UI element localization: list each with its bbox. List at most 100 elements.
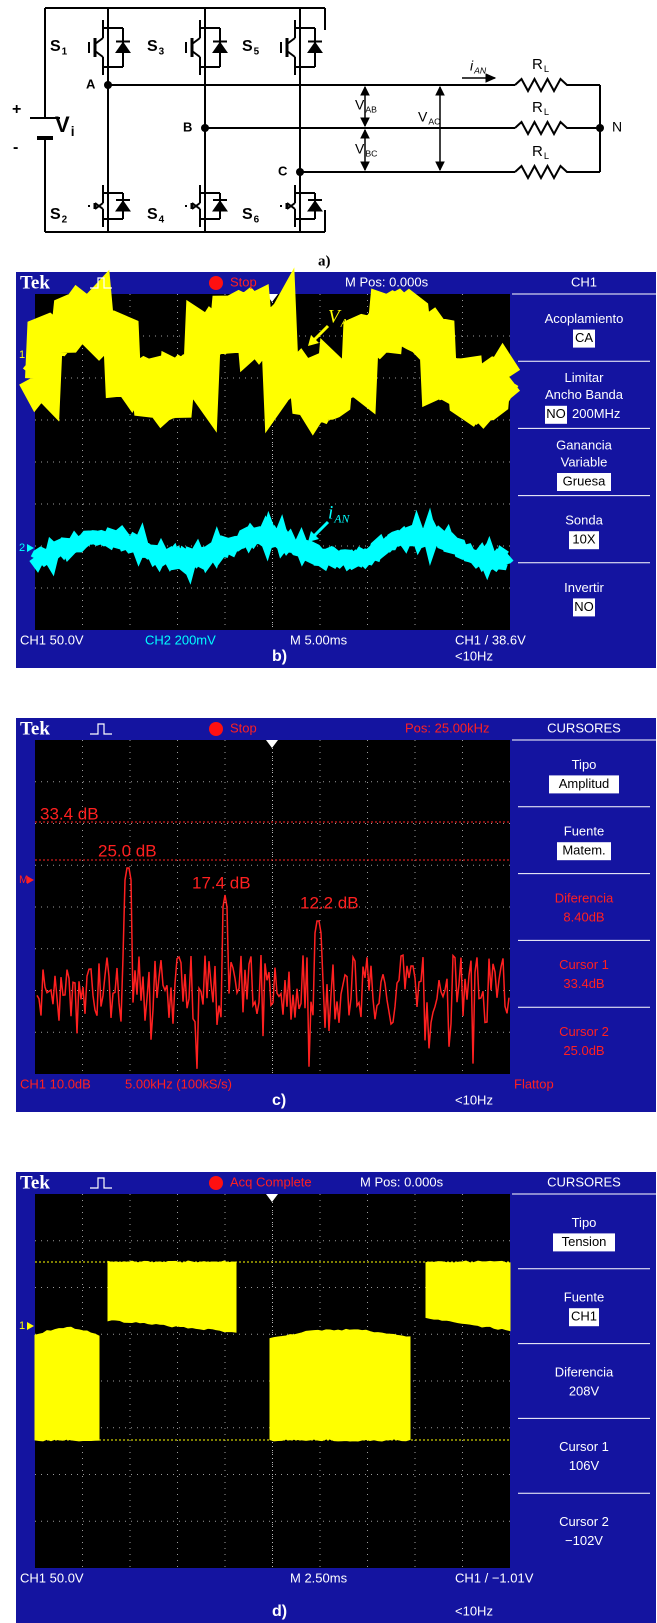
status: Stop (230, 274, 257, 289)
arrow-head (436, 87, 444, 95)
menu-label: Acoplamiento (545, 311, 624, 326)
minus-label: - (13, 139, 18, 156)
voltage-label-sub: AC (428, 116, 440, 126)
switch-label-sub: 2 (62, 214, 68, 225)
annotation: 25.0 dB (98, 841, 157, 860)
menu-value: Tension (562, 1234, 607, 1249)
menu-title: CURSORES (547, 1174, 621, 1189)
brand: Tek (20, 1172, 50, 1193)
menu-label: Ancho Banda (545, 387, 624, 402)
menu-label: Invertir (564, 580, 604, 595)
arrow-head (486, 74, 495, 82)
load-label-sub: L (544, 151, 549, 161)
diode (308, 201, 322, 211)
load-label-sub: L (544, 64, 549, 74)
switch-label: S (50, 206, 61, 223)
annotation: 17.4 dB (192, 873, 251, 892)
menu-value: 106V (569, 1458, 600, 1473)
switch-label: S (147, 38, 158, 55)
menu-value: 25.0dB (563, 1043, 604, 1058)
position: M Pos: 0.000s (345, 274, 429, 289)
status-readout: CH1 10.0dB (20, 1076, 91, 1091)
menu-label: Diferencia (555, 1364, 614, 1379)
menu-extra: 200MHz (572, 406, 620, 421)
menu-value: 8.40dB (563, 909, 604, 924)
wave-van (35, 310, 509, 402)
load-label: R (532, 143, 543, 160)
menu-value: CH1 (571, 1309, 597, 1324)
switch-label-sub: 3 (159, 46, 165, 57)
status-readout: Flattop (514, 1076, 554, 1091)
menu-value: −102V (565, 1533, 603, 1548)
menu-value: Amplitud (559, 776, 610, 791)
menu-value: CA (575, 330, 593, 345)
status-readout: CH1 50.0V (20, 1570, 84, 1585)
run-indicator (209, 1176, 223, 1190)
menu-title: CURSORES (547, 720, 621, 735)
status: Stop (230, 720, 257, 735)
node-label: A (86, 76, 96, 91)
switch-label-sub: 5 (254, 46, 260, 57)
page: {"circuit": { "switches": [{"main": "S",… (0, 0, 657, 1623)
menu-value: NO (574, 599, 594, 614)
menu-label: Cursor 2 (559, 1514, 609, 1529)
scope-screen (35, 740, 510, 1074)
menu-label: Fuente (564, 824, 604, 839)
wave-square (35, 1327, 99, 1441)
menu-value: NO (546, 406, 566, 421)
diode (213, 43, 227, 53)
arrow-head (361, 162, 369, 170)
status-readout: CH1 / 38.6V (455, 632, 526, 647)
menu-value: Matem. (562, 843, 605, 858)
plus-label: + (12, 101, 21, 118)
voltage-label: V (418, 109, 428, 125)
wave-square (270, 1329, 410, 1441)
load-label-sub: L (544, 107, 549, 117)
node-label: C (278, 163, 288, 178)
switch-label-sub: 1 (62, 46, 68, 57)
figure-label: d) (272, 1603, 287, 1620)
diode (213, 201, 227, 211)
voltage-label-sub: BC (365, 148, 377, 158)
menu-label: Limitar (564, 370, 604, 385)
trigger-rate: <10Hz (455, 1092, 493, 1107)
current-label-sub: AN (473, 65, 487, 75)
menu-value: 33.4dB (563, 976, 604, 991)
menu-label: Tipo (572, 1215, 597, 1230)
status-readout: CH1 50.0V (20, 632, 84, 647)
source-label: V (55, 112, 70, 137)
arrow-head (436, 162, 444, 170)
menu-label: Fuente (564, 1290, 604, 1305)
annotation: 33.4 dB (40, 804, 99, 823)
menu-label: Tipo (572, 757, 597, 772)
menu-label: Variable (561, 454, 608, 469)
voltage-label: V (355, 141, 365, 157)
figure-label: c) (272, 1092, 286, 1109)
switch-label: S (50, 38, 61, 55)
status-readout: M 5.00ms (290, 632, 348, 647)
status-readout: M 2.50ms (290, 1570, 348, 1585)
brand: Tek (20, 718, 50, 739)
arrow-head (361, 118, 369, 126)
menu-label: Cursor 1 (559, 957, 609, 972)
resistor (515, 79, 600, 91)
annotation-sub: AN (340, 316, 357, 329)
status: Acq Complete (230, 1174, 312, 1189)
figure: ARLBRLCRLS1S3S5S2S4S6N+-ViiANVABVACVBCa)… (0, 0, 657, 1623)
switch-label-sub: 6 (254, 214, 260, 225)
figure-label: b) (272, 648, 287, 665)
neutral-label: N (612, 119, 622, 135)
brand: Tek (20, 272, 50, 293)
arrow-head (361, 87, 369, 95)
resistor (515, 166, 600, 178)
trigger-rate: <10Hz (455, 648, 493, 663)
menu-label: Ganancia (556, 437, 612, 452)
trigger-rate: <10Hz (455, 1603, 493, 1618)
channel-marker: 1 (19, 1320, 25, 1332)
load-label: R (532, 56, 543, 73)
node-label: B (183, 119, 192, 134)
voltage-label: V (355, 97, 365, 113)
resistor (515, 122, 600, 134)
switch-label: S (242, 38, 253, 55)
annotation: i (328, 502, 333, 523)
